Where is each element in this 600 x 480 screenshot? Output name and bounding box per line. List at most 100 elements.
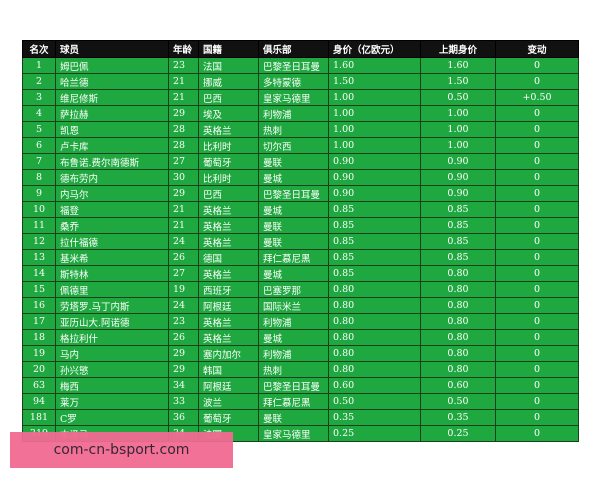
table-cell: +0.50: [495, 89, 579, 106]
table-row: 94 莱万 33 波兰 拜仁慕尼黑 0.50 0.50 0: [22, 393, 579, 410]
table-row: 181 C罗 36 葡萄牙 曼联 0.35 0.35 0: [22, 409, 579, 426]
table-cell: 29: [168, 105, 199, 122]
table-cell: 0: [495, 249, 579, 266]
table-cell: 0.85: [328, 217, 421, 234]
table-cell: 姆巴佩: [55, 57, 169, 74]
table-cell: 1.60: [328, 57, 421, 74]
table-cell: 皇家马德里: [258, 89, 329, 106]
table-cell: 0: [495, 361, 579, 378]
header-cell: 国籍: [198, 40, 259, 58]
table-cell: 1.60: [420, 57, 496, 74]
table-cell: 0.80: [420, 281, 496, 298]
table-cell: 63: [22, 377, 56, 394]
table-cell: 0.80: [328, 313, 421, 330]
table-cell: 亚历山大.阿诺德: [55, 313, 169, 330]
table-cell: 0.90: [420, 153, 496, 170]
table-cell: 拜仁慕尼黑: [258, 249, 329, 266]
header-cell: 身价（亿欧元）: [328, 40, 421, 58]
table-cell: 0.90: [420, 169, 496, 186]
table-body: 1 姆巴佩 23 法国 巴黎圣日耳曼 1.60 1.60 0 2 哈兰德 21 挪威 多特蒙德 1.50 1…: [22, 57, 579, 442]
table-cell: 23: [168, 313, 199, 330]
table-cell: 利物浦: [258, 313, 329, 330]
table-cell: 巴西: [198, 89, 259, 106]
table-cell: 劳塔罗.马丁内斯: [55, 297, 169, 314]
table-cell: 英格兰: [198, 121, 259, 138]
table-cell: 巴西: [198, 185, 259, 202]
table-cell: 1.50: [328, 73, 421, 90]
table-cell: 0.85: [328, 249, 421, 266]
table-cell: 曼联: [258, 409, 329, 426]
table-cell: 9: [22, 185, 56, 202]
table-cell: 德布劳内: [55, 169, 169, 186]
table-cell: 0: [495, 137, 579, 154]
table-cell: 曼城: [258, 329, 329, 346]
table-cell: 0: [495, 185, 579, 202]
table-row: 2 哈兰德 21 挪威 多特蒙德 1.50 1.50 0: [22, 73, 579, 90]
table-cell: 4: [22, 105, 56, 122]
ranking-table: 名次 球员 年龄 国籍 俱乐部 身价（亿欧元） 上期身价 变动 1 姆巴佩 23 法国 巴黎圣日耳曼 1…: [22, 40, 579, 442]
table-cell: 0: [495, 73, 579, 90]
table-cell: 0.80: [328, 297, 421, 314]
table-cell: 拉什福德: [55, 233, 169, 250]
table-cell: 0.25: [328, 425, 421, 442]
table-cell: 桑乔: [55, 217, 169, 234]
table-cell: 福登: [55, 201, 169, 218]
table-cell: 0.60: [420, 377, 496, 394]
table-cell: 34: [168, 377, 199, 394]
table-cell: 0: [495, 265, 579, 282]
table-cell: 11: [22, 217, 56, 234]
table-cell: 0.85: [420, 217, 496, 234]
table-cell: 16: [22, 297, 56, 314]
table-row: 10 福登 21 英格兰 曼城 0.85 0.85 0: [22, 201, 579, 218]
table-cell: 卢卡库: [55, 137, 169, 154]
table-cell: 0: [495, 313, 579, 330]
table-cell: 巴塞罗那: [258, 281, 329, 298]
table-cell: 18: [22, 329, 56, 346]
table-cell: 斯特林: [55, 265, 169, 282]
table-cell: 韩国: [198, 361, 259, 378]
table-cell: 马内: [55, 345, 169, 362]
table-cell: 7: [22, 153, 56, 170]
table-cell: 热刺: [258, 121, 329, 138]
table-cell: 28: [168, 121, 199, 138]
table-cell: 佩德里: [55, 281, 169, 298]
table-cell: 0.35: [328, 409, 421, 426]
table-cell: 格拉利什: [55, 329, 169, 346]
table-cell: 0.50: [328, 393, 421, 410]
table-cell: 维尼修斯: [55, 89, 169, 106]
table-cell: 5: [22, 121, 56, 138]
table-cell: 0.85: [328, 265, 421, 282]
table-cell: 0: [495, 297, 579, 314]
table-cell: 24: [168, 297, 199, 314]
table-row: 16 劳塔罗.马丁内斯 24 阿根廷 国际米兰 0.80 0.80 0: [22, 297, 579, 314]
table-cell: 1.00: [328, 105, 421, 122]
table-cell: 曼联: [258, 217, 329, 234]
table-cell: 13: [22, 249, 56, 266]
table-cell: 0.85: [420, 249, 496, 266]
table-row: 9 内马尔 29 巴西 巴黎圣日耳曼 0.90 0.90 0: [22, 185, 579, 202]
table-row: 17 亚历山大.阿诺德 23 英格兰 利物浦 0.80 0.80 0: [22, 313, 579, 330]
table-row: 63 梅西 34 阿根廷 巴黎圣日耳曼 0.60 0.60 0: [22, 377, 579, 394]
table-cell: 0.80: [420, 361, 496, 378]
table-cell: 21: [168, 217, 199, 234]
table-cell: 1.00: [420, 121, 496, 138]
table-cell: 1.00: [420, 105, 496, 122]
table-row: 20 孙兴慜 29 韩国 热刺 0.80 0.80 0: [22, 361, 579, 378]
table-cell: 曼城: [258, 201, 329, 218]
table-cell: C罗: [55, 409, 169, 426]
table-cell: 29: [168, 185, 199, 202]
table-cell: 皇家马德里: [258, 425, 329, 442]
table-cell: 0.50: [420, 89, 496, 106]
table-row: 1 姆巴佩 23 法国 巴黎圣日耳曼 1.60 1.60 0: [22, 57, 579, 74]
header-row: 名次 球员 年龄 国籍 俱乐部 身价（亿欧元） 上期身价 变动: [22, 40, 579, 58]
table-row: 19 马内 29 塞内加尔 利物浦 0.80 0.80 0: [22, 345, 579, 362]
table-cell: 法国: [198, 57, 259, 74]
table-cell: 0.85: [420, 233, 496, 250]
table-row: 6 卢卡库 28 比利时 切尔西 1.00 1.00 0: [22, 137, 579, 154]
table-cell: 27: [168, 265, 199, 282]
table-cell: 36: [168, 409, 199, 426]
watermark: com-cn-bsport.com: [10, 432, 233, 468]
table-cell: 曼联: [258, 153, 329, 170]
table-cell: 0.80: [420, 329, 496, 346]
table-cell: 3: [22, 89, 56, 106]
